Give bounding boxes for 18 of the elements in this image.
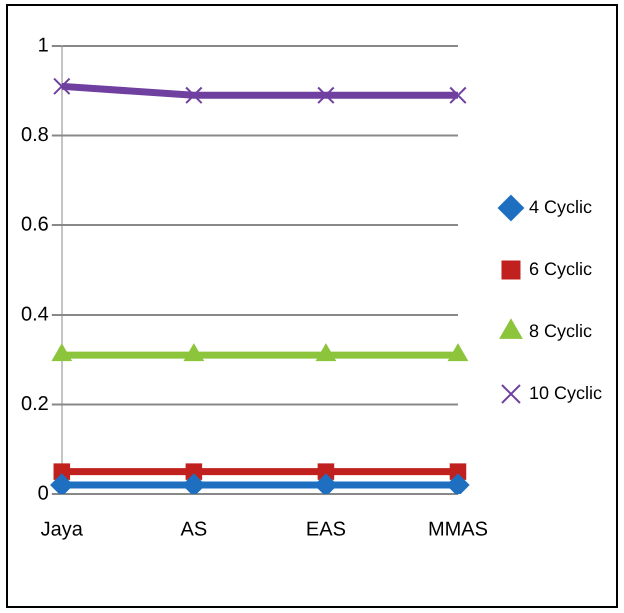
y-tick-label: 0.6 bbox=[20, 214, 49, 236]
x-tick-label: MMAS bbox=[428, 518, 488, 541]
y-tick-label: 0.8 bbox=[20, 124, 49, 146]
point bbox=[449, 86, 467, 104]
x-tick-label: Jaya bbox=[40, 518, 84, 541]
y-tick-label: 1 bbox=[38, 34, 49, 57]
point bbox=[53, 78, 71, 96]
y-tick-label: 0.4 bbox=[20, 303, 49, 326]
x-tick-label: AS bbox=[180, 518, 208, 541]
legend-label: 4 Cyclic bbox=[528, 196, 592, 217]
y-tick-label: 0.2 bbox=[20, 392, 49, 415]
point bbox=[185, 86, 203, 104]
legend-label: 10 Cyclic bbox=[528, 382, 602, 403]
legend-label: 6 Cyclic bbox=[528, 258, 592, 279]
y-tick-label: 0 bbox=[38, 482, 49, 505]
x-tick-label: EAS bbox=[306, 518, 346, 541]
point bbox=[317, 86, 335, 104]
legend-label: 8 Cyclic bbox=[528, 320, 592, 341]
